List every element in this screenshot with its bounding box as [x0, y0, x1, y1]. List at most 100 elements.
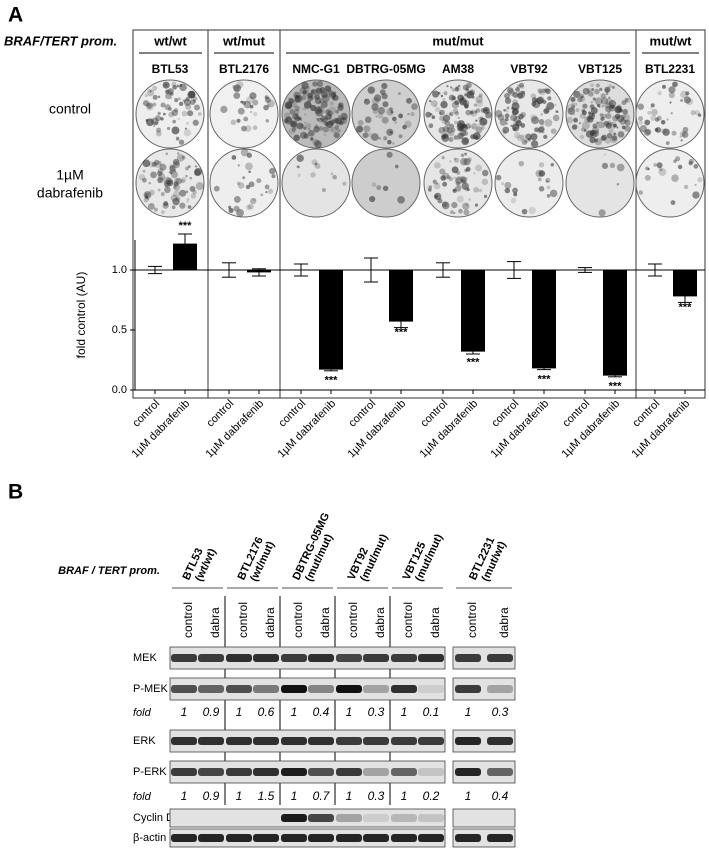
colony: [586, 88, 592, 93]
colony: [581, 121, 590, 130]
colony: [163, 112, 166, 116]
colony: [364, 116, 372, 124]
blot-frame: [452, 646, 516, 670]
colony: [454, 87, 460, 92]
colony: [542, 99, 547, 105]
colony: [154, 160, 162, 168]
colony: [177, 97, 181, 101]
colony: [472, 132, 481, 140]
colony: [376, 185, 382, 191]
colony: [440, 94, 444, 98]
lane-label: dabra: [263, 607, 277, 638]
blot-frame: [169, 808, 446, 828]
colony: [446, 175, 451, 180]
colony: [451, 166, 459, 174]
colony: [592, 126, 600, 134]
colony: [658, 168, 667, 177]
colony: [671, 130, 677, 136]
colony: [603, 153, 606, 156]
colony: [546, 102, 555, 110]
colony: [688, 158, 694, 164]
colony: [302, 90, 308, 95]
dish: [565, 79, 635, 149]
row-label: ERK: [133, 735, 156, 747]
colony: [244, 125, 252, 132]
colony: [520, 123, 526, 128]
colony: [475, 119, 478, 122]
colony: [230, 119, 237, 125]
cell-line-name: VBT125: [578, 62, 622, 76]
colony: [176, 84, 180, 88]
colony: [460, 153, 465, 158]
colony: [460, 176, 468, 184]
colony: [154, 121, 159, 126]
colony: [303, 101, 312, 109]
colony: [462, 202, 470, 210]
colony: [323, 133, 327, 137]
colony: [573, 90, 581, 98]
colony: [306, 95, 314, 102]
colony: [575, 108, 580, 113]
colony: [586, 116, 592, 122]
colony: [460, 175, 466, 182]
fold-value: 1: [465, 705, 472, 719]
colony: [339, 121, 344, 126]
colony: [338, 115, 341, 118]
colony: [322, 126, 329, 133]
colony: [328, 106, 337, 115]
colony: [335, 109, 340, 114]
colony: [545, 177, 551, 183]
colony: [504, 97, 512, 104]
colony: [453, 135, 459, 140]
colony: [474, 110, 478, 114]
colony: [318, 100, 322, 104]
colony: [517, 134, 524, 142]
blot-band: [336, 834, 362, 842]
colony: [150, 171, 157, 179]
colony: [582, 103, 588, 109]
dish: [351, 79, 421, 149]
blot-frame: [169, 729, 446, 753]
colony: [439, 115, 444, 121]
colony: [477, 123, 482, 127]
colony: [644, 119, 651, 126]
bar: [319, 270, 343, 370]
colony: [318, 126, 324, 131]
colony: [455, 86, 459, 90]
fold-value: 1: [401, 705, 408, 719]
colony: [265, 97, 271, 103]
colony: [141, 177, 147, 183]
colony: [334, 117, 342, 125]
colony: [448, 123, 455, 130]
colony: [613, 132, 617, 136]
colony: [307, 127, 311, 131]
colony: [155, 115, 162, 122]
blot-frame: [169, 646, 446, 670]
colony: [539, 91, 542, 94]
colony: [173, 183, 181, 191]
colony: [598, 105, 601, 108]
colony: [377, 112, 384, 119]
colony: [673, 159, 677, 163]
colony: [466, 90, 475, 99]
row-label: P-MEK: [133, 683, 169, 695]
colony: [151, 161, 157, 167]
colony: [363, 125, 371, 133]
colony: [157, 176, 164, 184]
fold-value: 0.3: [492, 705, 509, 719]
colony: [438, 126, 446, 134]
colony: [146, 102, 153, 109]
blot-band: [281, 685, 307, 693]
colony: [249, 110, 253, 114]
colony: [588, 111, 592, 115]
colony: [371, 103, 379, 111]
colony: [579, 93, 585, 99]
colony: [547, 96, 552, 101]
colony: [330, 119, 336, 125]
colony: [362, 132, 369, 139]
colony: [461, 182, 469, 190]
colony: [186, 121, 189, 125]
colony: [315, 108, 323, 117]
colony: [665, 141, 670, 146]
